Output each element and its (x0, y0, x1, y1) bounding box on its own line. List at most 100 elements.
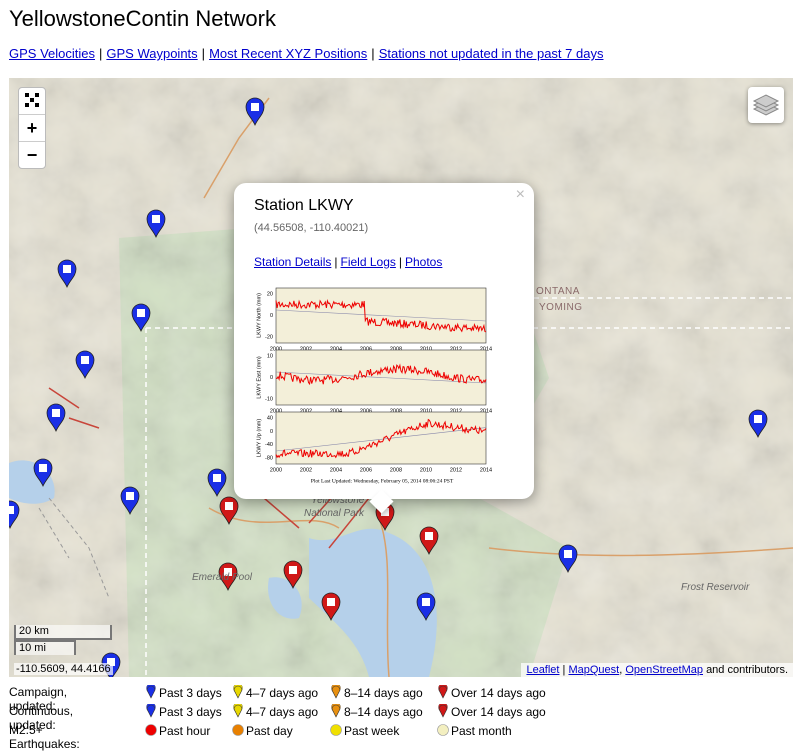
legend-item: Past week (330, 723, 399, 738)
legend-icon (438, 683, 448, 699)
pin-square (327, 598, 335, 606)
plot-x-tick: 2014 (480, 467, 492, 473)
plot-x-tick: 2012 (450, 467, 462, 473)
trend-line (275, 371, 487, 384)
legend-text: 4–7 days ago (246, 686, 319, 700)
legend-text: Over 14 days ago (451, 686, 546, 700)
place-label: Yellowstone (311, 495, 365, 506)
nav-link[interactable]: Most Recent XYZ Positions (209, 46, 368, 61)
link-separator: | (334, 255, 338, 269)
pin-square (152, 215, 160, 223)
zoom-extent-button[interactable] (19, 88, 45, 115)
plot-x-tick: 2000 (270, 346, 282, 352)
plot-x-tick: 2000 (270, 408, 282, 414)
state-label: YOMING (539, 302, 583, 313)
attribution-link[interactable]: Leaflet (526, 664, 560, 676)
attribution: Leaflet | MapQuest, OpenStreetMap and co… (521, 663, 793, 677)
pin-body (419, 526, 439, 556)
plot-series (275, 418, 487, 459)
legend-pin-shape (331, 704, 341, 718)
pin-body (219, 496, 239, 526)
page-title: YellowstoneContin Network (9, 6, 276, 31)
pin-square (81, 356, 89, 364)
pin-square (289, 566, 297, 574)
legend-pin-shape (233, 685, 243, 699)
plot-x-tick: 2008 (390, 467, 402, 473)
plot-y-label: LKWY East (mm) (256, 356, 262, 399)
pin-body (416, 592, 436, 622)
legend-text: Past hour (159, 724, 211, 738)
trend-line (275, 309, 487, 322)
legend-item: Past month (437, 723, 512, 738)
popup-link[interactable]: Field Logs (340, 255, 396, 269)
plot-series (275, 298, 487, 333)
legend-text: 8–14 days ago (344, 686, 423, 700)
zoom-in-button[interactable]: + (19, 115, 45, 142)
station-marker (9, 500, 20, 530)
station-marker (416, 592, 436, 622)
nav-link[interactable]: GPS Waypoints (106, 46, 198, 61)
nav-link[interactable]: GPS Velocities (9, 46, 95, 61)
plot-y-tick: 20 (267, 291, 273, 297)
station-markers (9, 97, 768, 677)
scale-bar: 20 km 10 mi (14, 625, 112, 655)
map[interactable]: + − ONTANA YOMING Yellowstone National P… (9, 78, 793, 677)
zoom-out-button[interactable]: − (26, 145, 38, 165)
plot-x-tick: 2010 (420, 467, 432, 473)
plot-y-tick: -80 (265, 455, 273, 461)
plot-x-tick: 2012 (450, 346, 462, 352)
pin-body (57, 259, 77, 289)
popup-link[interactable]: Station Details (254, 255, 332, 269)
station-marker (748, 409, 768, 439)
popup-link[interactable]: Photos (405, 255, 443, 269)
legend-item: 8–14 days ago (330, 683, 423, 700)
legend-icon (330, 724, 342, 736)
legend-icon (146, 702, 156, 718)
plot-x-tick: 2012 (450, 408, 462, 414)
attribution-link[interactable]: OpenStreetMap (625, 664, 703, 676)
pin-square (137, 309, 145, 317)
legend-item: Past 3 days (145, 683, 222, 700)
legend-item: 4–7 days ago (232, 683, 319, 700)
attribution-link[interactable]: MapQuest (568, 664, 620, 676)
station-marker (146, 209, 166, 239)
plot-x-tick: 2004 (330, 346, 342, 352)
station-marker (218, 562, 238, 592)
plot-y-label: LKWY North (mm) (256, 293, 262, 338)
nav-separator: | (201, 46, 206, 61)
station-marker (207, 468, 227, 498)
legend-text: 4–7 days ago (246, 705, 319, 719)
place-label: Emerald Pool (192, 572, 253, 583)
legend-icon (438, 702, 448, 718)
layers-button[interactable] (748, 87, 784, 123)
scale-mi: 10 mi (14, 640, 76, 655)
legend-item: Past 3 days (145, 702, 222, 719)
station-marker (419, 526, 439, 556)
pin-body (207, 468, 227, 498)
plot-y-tick: 0 (270, 375, 273, 381)
nav-links: GPS Velocities | GPS Waypoints | Most Recent… (9, 46, 603, 61)
popup-close[interactable]: × (515, 186, 525, 203)
place-label: Frost Reservoir (681, 582, 750, 593)
legend-text: Over 14 days ago (451, 705, 546, 719)
pin-body (120, 486, 140, 516)
plot-y-tick: 40 (267, 415, 273, 421)
trend-line (275, 427, 487, 452)
plot-x-tick: 2004 (330, 467, 342, 473)
station-marker (245, 97, 265, 127)
pin-body (558, 544, 578, 574)
legend-dot (232, 724, 244, 736)
legend-item: 8–14 days ago (330, 702, 423, 719)
pin-body (321, 592, 341, 622)
station-marker (558, 544, 578, 574)
popup-title: Station LKWY (254, 197, 354, 214)
legend-label: M2.5+ Earthquakes: (9, 723, 80, 751)
pin-body (748, 409, 768, 439)
nav-link[interactable]: Stations not updated in the past 7 days (378, 46, 604, 61)
pin-square (225, 502, 233, 510)
legend-pin-shape (438, 704, 448, 718)
plot-x-tick: 2006 (360, 408, 372, 414)
plot-y-tick: 0 (270, 429, 273, 435)
legend-pin-shape (146, 704, 156, 718)
